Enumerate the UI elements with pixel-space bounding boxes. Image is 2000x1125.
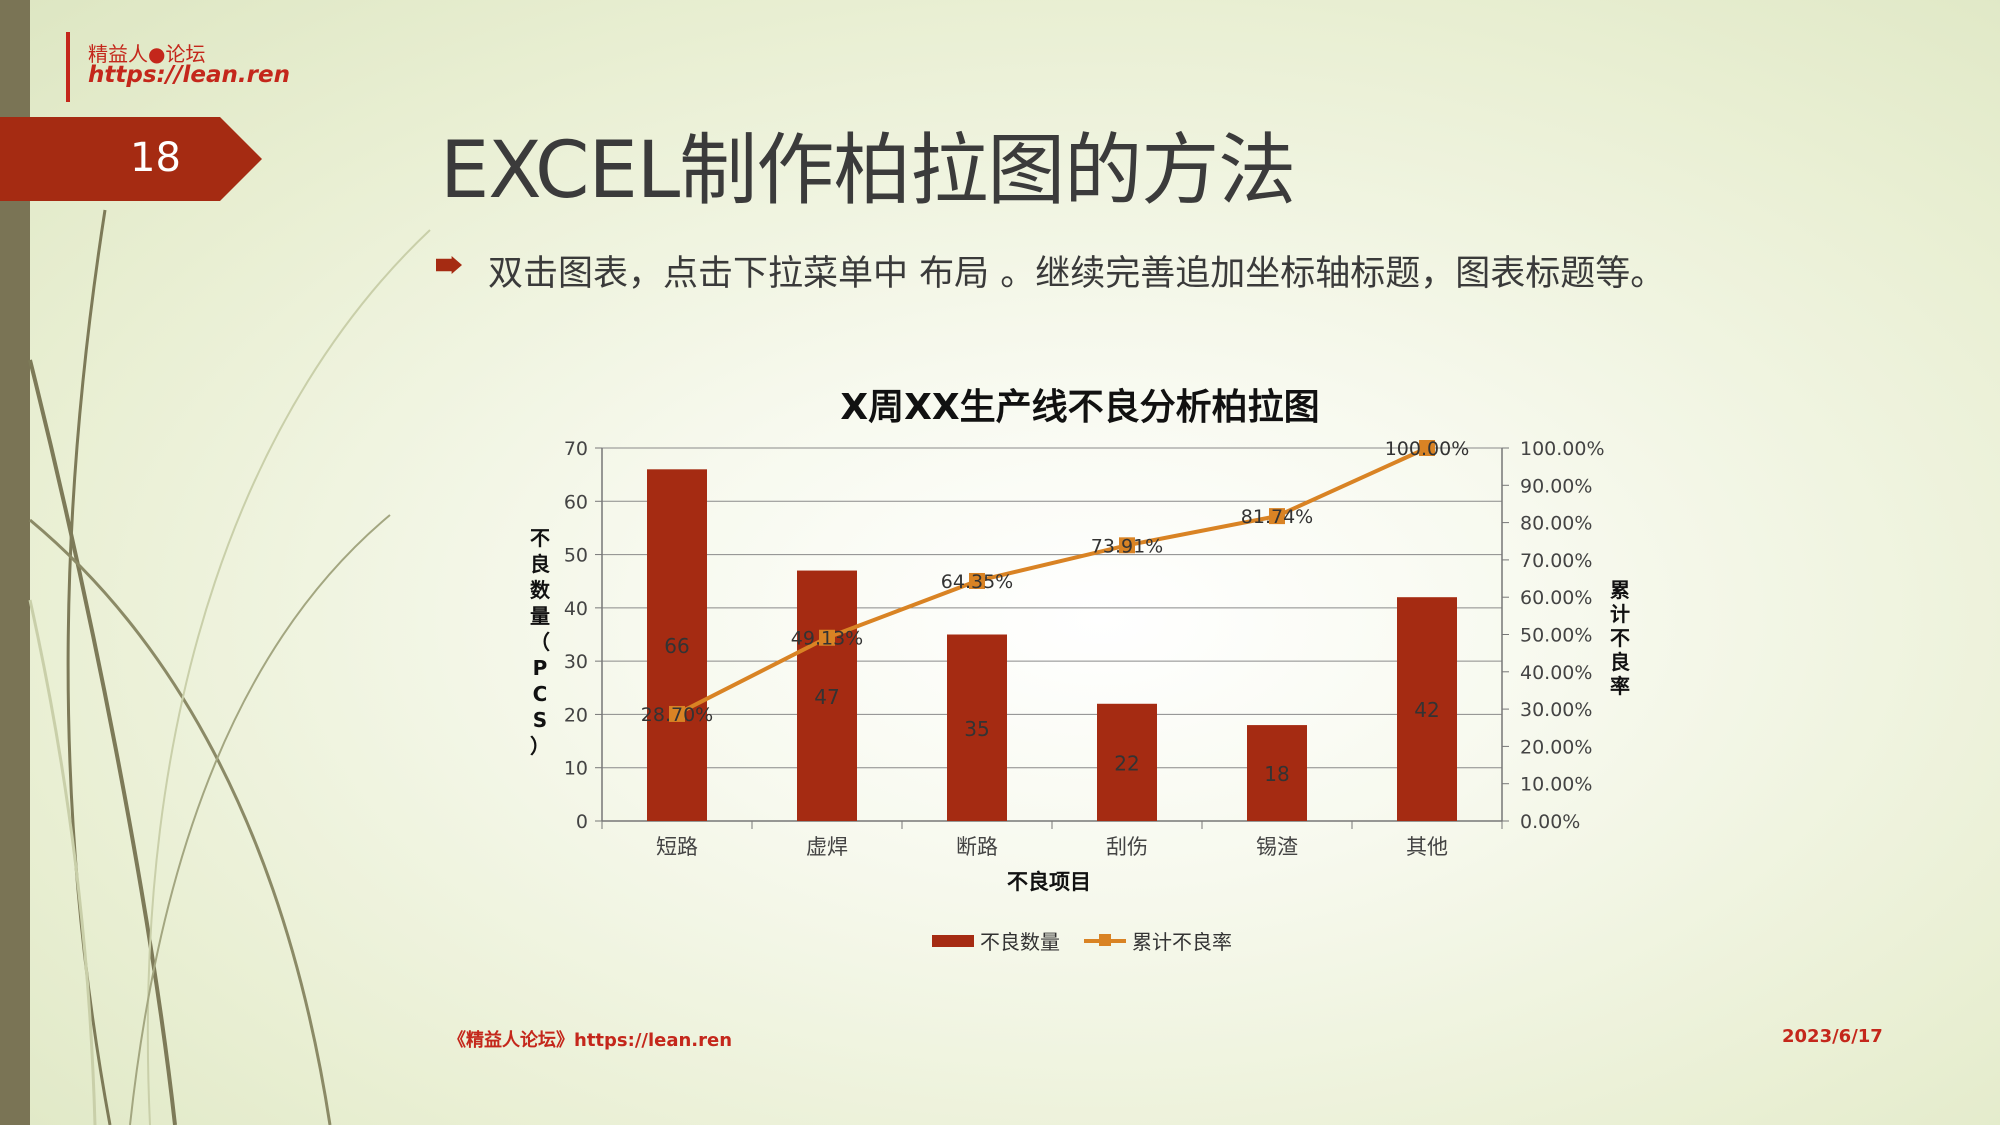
chart-legend: 不良数量 累计不良率 — [932, 926, 1256, 955]
legend-label-bars: 不良数量 — [980, 930, 1060, 954]
x-tick-label: 短路 — [656, 835, 698, 859]
line-marker — [1419, 440, 1435, 456]
y-tick-label: 30 — [564, 651, 588, 673]
bar — [647, 469, 707, 821]
bar — [947, 634, 1007, 821]
y2-tick-label: 80.00% — [1520, 513, 1592, 535]
y2-tick-label: 0.00% — [1520, 811, 1580, 833]
bar-value-label: 47 — [814, 685, 839, 709]
y2-tick-label: 30.00% — [1520, 699, 1592, 721]
footer-source: 《精益人论坛》https://lean.ren — [448, 1030, 733, 1051]
y2-tick-label: 70.00% — [1520, 550, 1592, 572]
decorative-grass-lines — [28, 209, 431, 1125]
bar — [1397, 597, 1457, 821]
legend-swatch-bar — [932, 934, 974, 947]
x-tick-label: 断路 — [956, 835, 998, 859]
x-tick-label: 其他 — [1406, 835, 1448, 859]
cumulative-line — [676, 446, 1428, 716]
bar-value-label: 22 — [1114, 751, 1139, 775]
chart-title: X周XX生产线不良分析柏拉图 — [840, 387, 1320, 428]
bar-value-label: 35 — [964, 717, 989, 741]
x-tick-label: 锡渣 — [1256, 835, 1298, 859]
y-axis-title: 不良数量（ P C S） — [530, 526, 551, 758]
line-value-label: 49.13% — [791, 628, 863, 650]
x-tick-label: 虚焊 — [806, 835, 848, 859]
y-tick-label: 70 — [564, 438, 588, 460]
bullet-text: 双击图表，点击下拉菜单中 布局 。继续完善追加坐标轴标题，图表标题等。 — [488, 254, 1666, 294]
slide-number-arrow — [0, 117, 262, 201]
bar-value-label: 42 — [1414, 698, 1439, 722]
line-value-label: 81.74% — [1241, 506, 1313, 528]
y2-tick-label: 60.00% — [1520, 587, 1592, 609]
y2-tick-label: 90.00% — [1520, 475, 1592, 497]
line-value-label: 73.91% — [1091, 535, 1163, 557]
y2-tick-label: 100.00% — [1520, 438, 1605, 460]
y-tick-label: 0 — [576, 811, 588, 833]
slide-number: 18 — [130, 135, 181, 181]
x-axis-title: 不良项目 — [1007, 870, 1091, 894]
brand-name: 精益人●论坛 — [88, 42, 206, 66]
y-tick-label: 10 — [564, 758, 588, 780]
x-tick-label: 刮伤 — [1106, 835, 1148, 859]
line-marker — [1119, 537, 1135, 554]
bar-value-label: 18 — [1264, 762, 1289, 786]
y-tick-label: 40 — [564, 598, 588, 620]
line-value-label: 100.00% — [1385, 438, 1470, 460]
bar — [1247, 725, 1307, 821]
y-tick-label: 20 — [564, 704, 588, 726]
y2-tick-label: 20.00% — [1520, 736, 1592, 758]
bullet-arrow-icon — [436, 256, 462, 274]
bar — [1097, 703, 1157, 821]
brand-bar — [66, 32, 70, 102]
legend-swatch-line — [1084, 933, 1126, 946]
line-marker — [819, 629, 835, 646]
brand-url[interactable]: https://lean.ren — [88, 62, 290, 88]
line-value-label: 28.70% — [641, 704, 713, 726]
bar — [797, 570, 857, 821]
legend-item-bars: 不良数量 — [932, 926, 1060, 955]
legend-item-line: 累计不良率 — [1084, 926, 1232, 955]
line-value-label: 64.35% — [941, 571, 1013, 593]
y-tick-label: 50 — [564, 545, 588, 567]
bar-value-label: 66 — [664, 634, 689, 658]
y-tick-label: 60 — [564, 491, 588, 513]
y2-tick-label: 50.00% — [1520, 625, 1592, 647]
y2-tick-label: 40.00% — [1520, 662, 1592, 684]
legend-label-line: 累计不良率 — [1132, 930, 1232, 954]
y2-axis-title: 累计不良率 — [1610, 578, 1630, 698]
y2-tick-label: 10.00% — [1520, 774, 1592, 796]
footer-date: 2023/6/17 — [1782, 1026, 1883, 1047]
line-marker — [669, 705, 685, 722]
line-marker — [1269, 508, 1285, 525]
line-marker — [969, 572, 985, 589]
slide-title: EXCEL制作柏拉图的方法 — [440, 126, 1296, 216]
